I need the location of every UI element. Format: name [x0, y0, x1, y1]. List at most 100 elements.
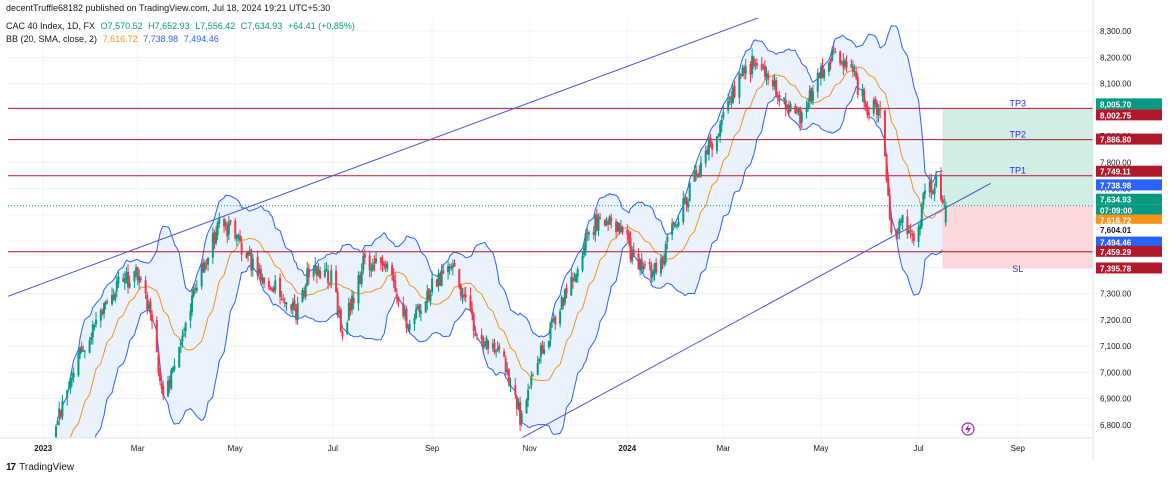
candle-body	[202, 262, 205, 273]
candle	[293, 294, 296, 311]
candle-body	[127, 271, 130, 288]
candle-body	[357, 275, 360, 304]
candle-body	[307, 268, 310, 278]
candle	[866, 101, 869, 119]
candle-body	[695, 169, 698, 175]
candle	[403, 304, 406, 321]
candle-body	[93, 325, 96, 328]
candle	[840, 60, 843, 66]
candle	[91, 320, 94, 345]
candle-body	[386, 263, 389, 269]
candle	[855, 66, 858, 81]
candle	[226, 221, 229, 244]
candle	[431, 271, 434, 296]
candle-body	[403, 310, 406, 316]
candle-body	[136, 266, 139, 281]
candle	[416, 303, 419, 310]
candle	[767, 70, 770, 86]
candle	[823, 68, 826, 82]
candle	[775, 77, 778, 98]
candle	[741, 64, 744, 77]
tradingview-logo[interactable]: 17 TradingView	[6, 462, 74, 473]
tag-stop-bg	[1096, 262, 1162, 274]
candle-body	[706, 149, 709, 155]
candle-body	[581, 255, 584, 271]
close-value: C7,634.93	[240, 21, 283, 31]
candle-body	[621, 227, 624, 233]
candle	[191, 287, 194, 317]
candle-body	[103, 303, 106, 315]
candle-body	[397, 297, 400, 303]
candle-body	[707, 139, 710, 155]
candle	[435, 279, 438, 288]
tag-tp3-lower: 8,002.75	[1100, 111, 1132, 120]
candle-body	[519, 402, 522, 425]
candle	[581, 251, 584, 273]
candle	[943, 195, 946, 209]
candle-body	[203, 262, 206, 271]
candle	[122, 273, 125, 282]
candle	[394, 272, 397, 293]
candle	[827, 61, 830, 77]
candle-body	[800, 112, 803, 123]
candle-body	[541, 345, 544, 353]
candle	[874, 96, 877, 108]
candle-body	[931, 191, 934, 194]
candle-body	[472, 313, 475, 331]
candle	[722, 104, 725, 121]
candle	[235, 234, 238, 247]
candle-body	[250, 249, 253, 271]
candle-body	[805, 107, 808, 113]
candle-body	[256, 256, 259, 276]
candle	[909, 223, 912, 239]
candle	[373, 255, 376, 272]
candle-body	[157, 354, 160, 374]
candle-body	[282, 299, 285, 301]
y-tick-label: 8,300.00	[1100, 27, 1132, 36]
candle-body	[213, 232, 216, 244]
candle-body	[514, 385, 517, 395]
candle-body	[95, 319, 98, 325]
candle-body	[482, 337, 485, 348]
candle-body	[738, 73, 741, 98]
candle-body	[325, 268, 328, 270]
target-zone	[942, 108, 1093, 206]
candle-body	[61, 400, 64, 417]
candle-body	[269, 287, 272, 290]
candle	[125, 266, 128, 284]
candle-body	[834, 51, 837, 53]
candle	[867, 106, 870, 121]
candle	[639, 258, 642, 276]
candle	[448, 263, 451, 275]
candle-body	[168, 380, 171, 388]
candle	[458, 268, 461, 290]
candle	[111, 287, 114, 307]
candle	[834, 47, 837, 54]
candle-body	[459, 285, 462, 296]
candle	[475, 333, 478, 341]
candle-body	[543, 349, 546, 355]
candle	[610, 213, 613, 229]
candle	[789, 101, 792, 112]
candle-body	[171, 367, 174, 372]
candle-body	[272, 287, 275, 292]
channel-lower-line	[521, 182, 991, 438]
candle-body	[271, 289, 274, 291]
candle-body	[336, 291, 339, 316]
candle-body	[682, 198, 685, 223]
candle	[648, 258, 651, 271]
candle	[347, 297, 350, 321]
candle	[296, 296, 299, 325]
candle	[594, 213, 597, 242]
candle-body	[840, 62, 843, 64]
candle	[498, 343, 501, 354]
candle	[101, 308, 104, 316]
candle	[538, 357, 541, 365]
candle-body	[850, 64, 853, 68]
tag-basis-bg	[1096, 214, 1162, 226]
candle	[706, 145, 709, 155]
candle	[82, 345, 85, 353]
candle-body	[496, 347, 499, 351]
candle-body	[909, 230, 912, 232]
candle-body	[520, 412, 523, 423]
